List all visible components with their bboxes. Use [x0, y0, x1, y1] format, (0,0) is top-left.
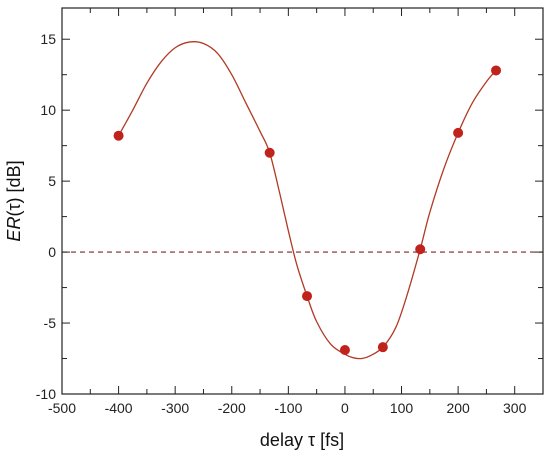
x-tick-label: -500 — [48, 400, 76, 416]
x-tick-label: -100 — [274, 400, 302, 416]
data-point — [113, 130, 124, 141]
x-tick-label: 300 — [503, 400, 527, 416]
y-tick-label: -10 — [36, 386, 56, 402]
data-point — [453, 127, 464, 138]
fit-curve-layer — [118, 41, 497, 360]
y-tick-label: 5 — [48, 173, 56, 189]
ticks-layer: -500 -400 -300 -200 -100 0 100 200 300 -10 -5 0 5 10 1… — [36, 8, 543, 416]
plot-frame-group — [61, 7, 544, 395]
x-axis-title: delay τ [fs] — [260, 430, 344, 450]
x-tick-label: -400 — [105, 400, 133, 416]
data-point — [415, 244, 426, 255]
data-point — [302, 291, 313, 302]
x-tick-label: 100 — [390, 400, 414, 416]
plot-frame — [61, 7, 544, 395]
data-point — [377, 342, 388, 353]
y-tick-label: 10 — [40, 102, 56, 118]
y-tick-label: 15 — [40, 31, 56, 47]
x-tick-label: -200 — [218, 400, 246, 416]
x-tick-label: 200 — [446, 400, 470, 416]
fit-curve — [118, 41, 497, 360]
y-axis-title-prefix: ER — [4, 217, 24, 242]
data-points-layer — [113, 65, 502, 356]
data-point — [264, 147, 275, 158]
y-tick-label: -5 — [44, 315, 57, 331]
y-tick-label: 0 — [48, 244, 56, 260]
y-axis-title-suffix: (τ) [dB] — [4, 160, 24, 216]
y-axis-title: ER(τ) [dB] — [4, 160, 24, 241]
data-point — [339, 345, 350, 356]
data-point — [491, 65, 502, 76]
x-tick-label: 0 — [341, 400, 349, 416]
x-tick-label: -300 — [161, 400, 189, 416]
